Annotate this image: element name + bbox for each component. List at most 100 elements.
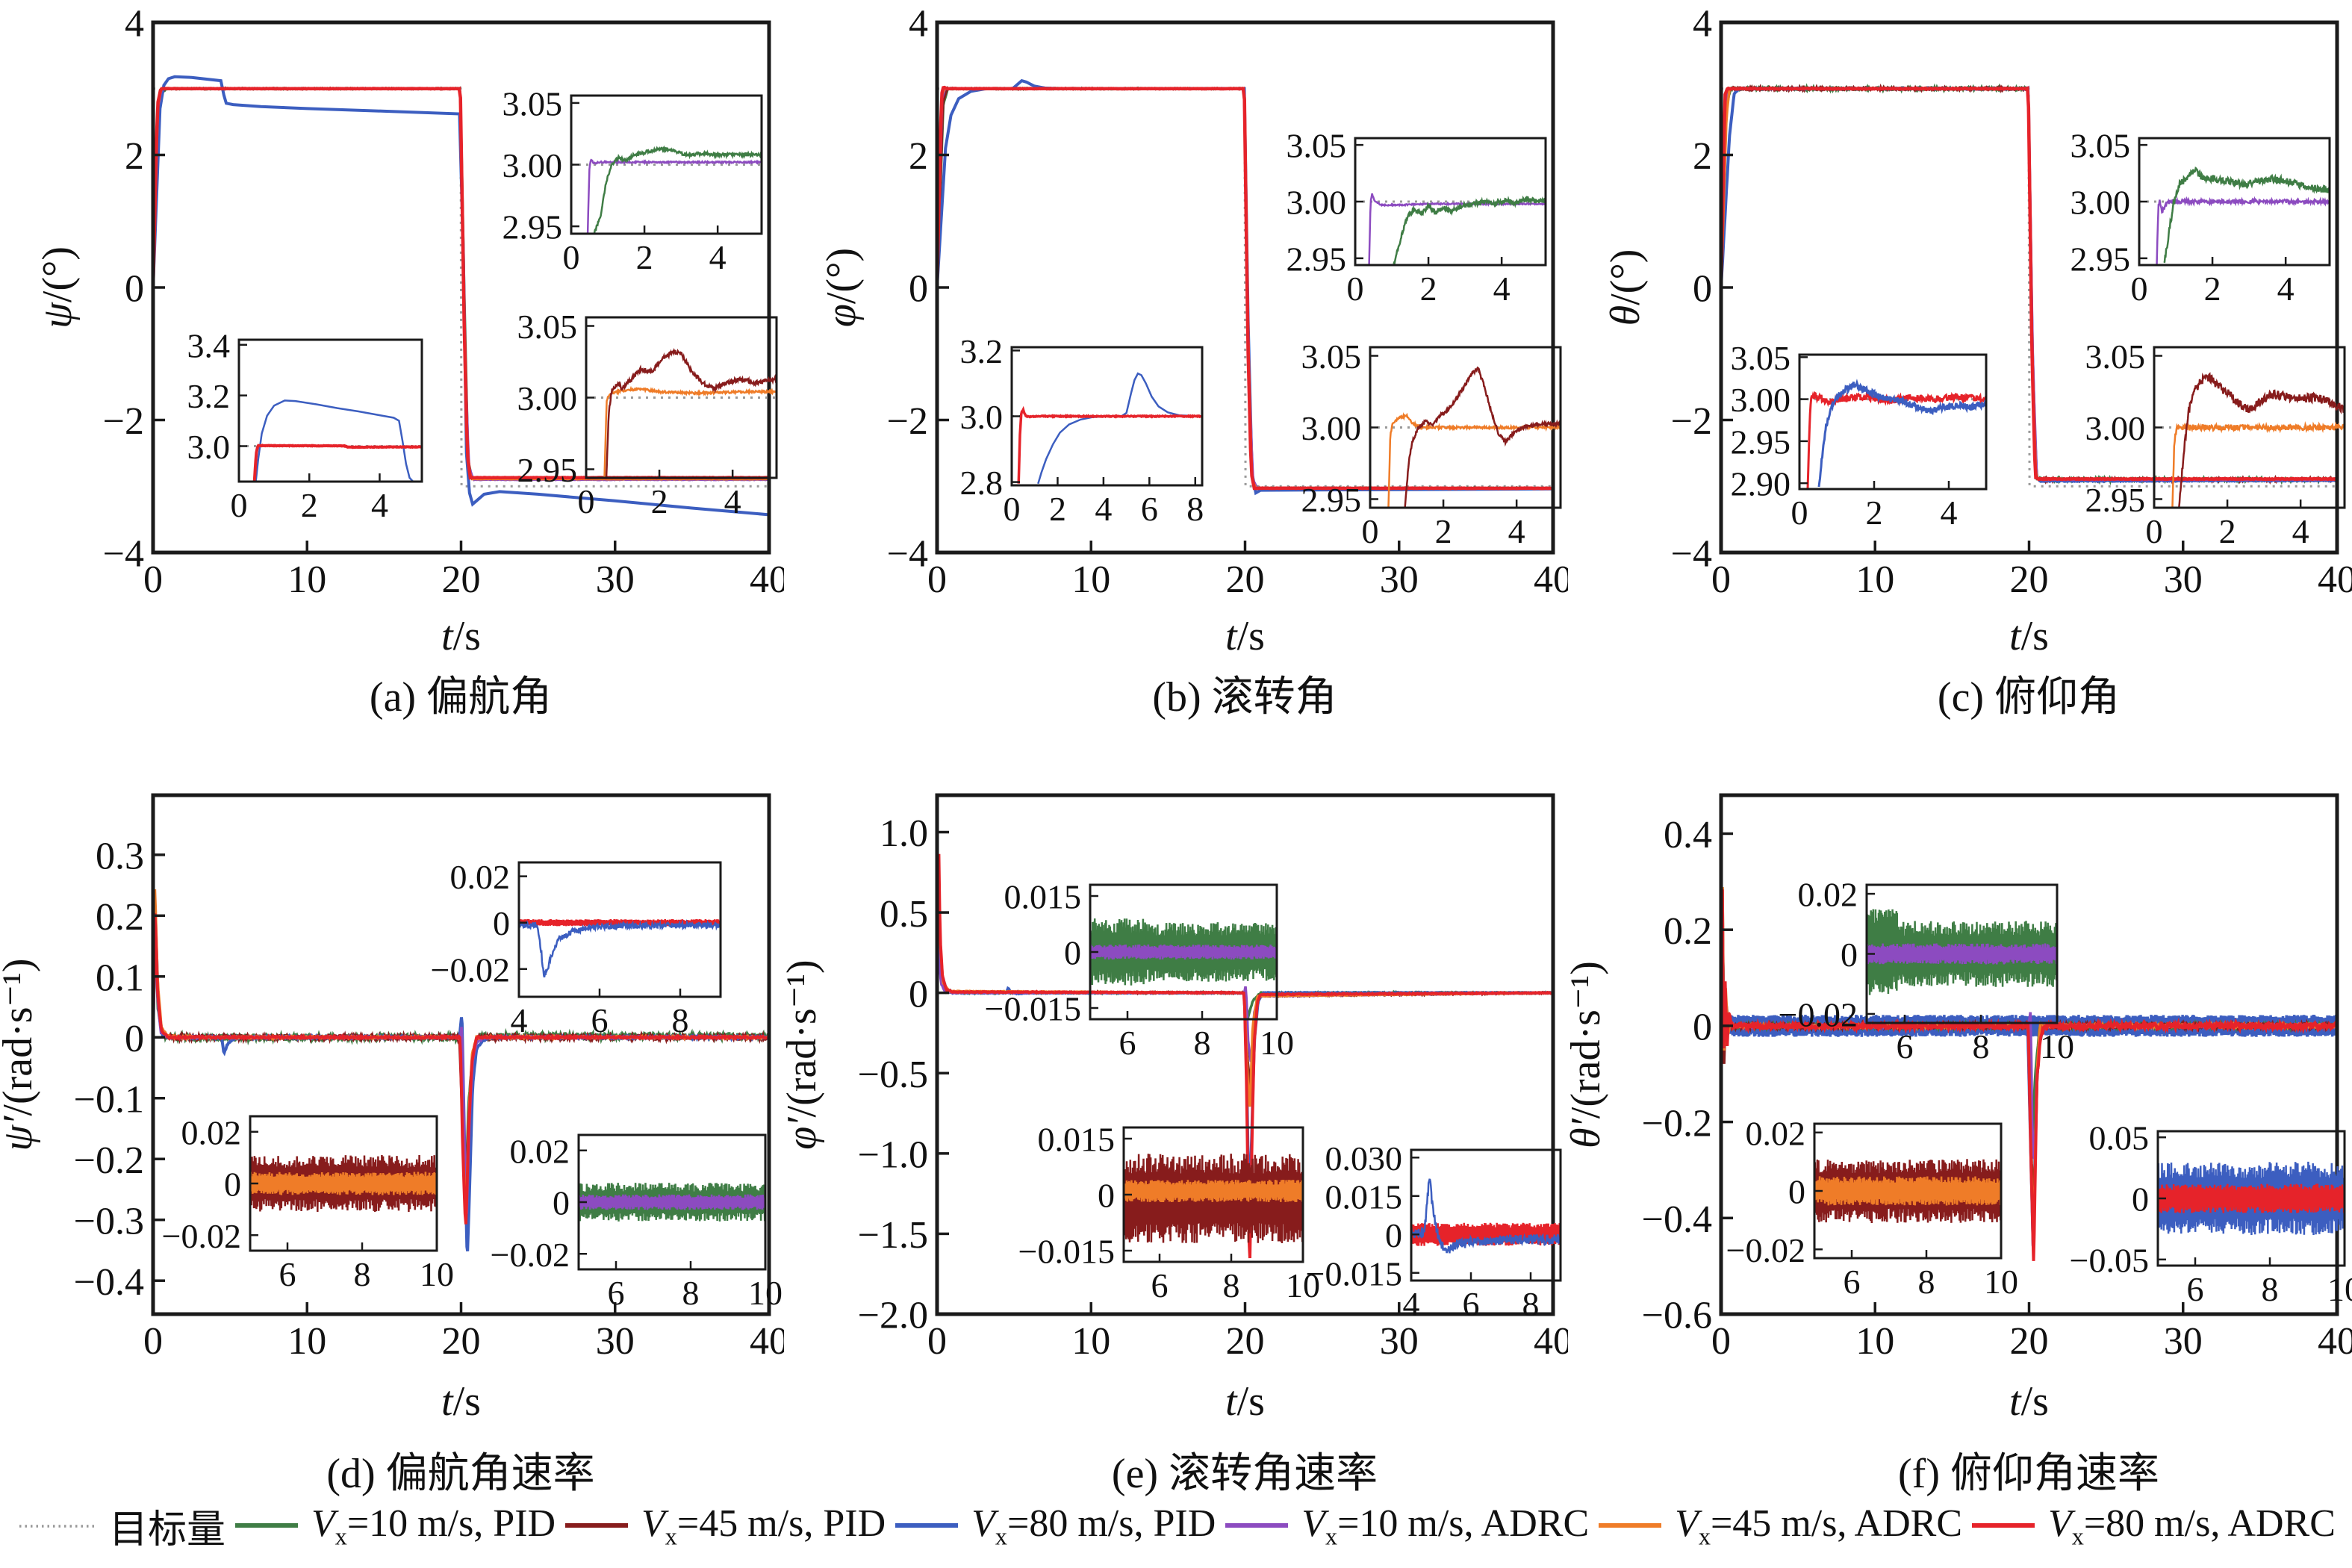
line-swatch-blue xyxy=(895,1523,959,1528)
svg-text:30: 30 xyxy=(2164,1320,2203,1363)
svg-text:6: 6 xyxy=(1844,1263,1861,1301)
axis-tick-labels: 0.30.20.10−0.1−0.2−0.3−0.40 10 20 30 40 xyxy=(74,836,784,1363)
series-purple xyxy=(2156,196,2330,265)
axis-ticks xyxy=(1720,21,2339,554)
y-axis-label: φ′/(rad·s⁻¹) xyxy=(784,959,825,1149)
svg-text:0: 0 xyxy=(2132,1180,2149,1219)
x-axis-label: t/s xyxy=(1225,613,1265,659)
svg-text:8: 8 xyxy=(682,1274,700,1312)
svg-text:−0.02: −0.02 xyxy=(1779,995,1858,1033)
svg-text:3.05: 3.05 xyxy=(2085,337,2146,376)
axis-ticks xyxy=(1354,143,1503,265)
caption-a: (a) 偏航角 xyxy=(369,674,553,721)
svg-text:0.015: 0.015 xyxy=(1004,878,1082,916)
svg-text:3.05: 3.05 xyxy=(503,84,563,122)
svg-text:−2.0: −2.0 xyxy=(858,1295,928,1337)
svg-text:0: 0 xyxy=(927,559,947,601)
line-swatch-orange xyxy=(1599,1523,1662,1528)
axis-tick-labels: 3.05 3.00 2.950 2 4 xyxy=(517,308,741,520)
svg-text:2: 2 xyxy=(651,482,668,520)
svg-text:−0.05: −0.05 xyxy=(2070,1241,2149,1279)
legend-label: Vx=80 m/s, ADRC xyxy=(2047,1502,2336,1550)
svg-text:0: 0 xyxy=(143,1320,163,1363)
svg-text:1.0: 1.0 xyxy=(880,812,928,855)
axis-tick-labels: 3.05 3.00 2.95 2.900 2 4 xyxy=(1731,339,1958,532)
svg-text:3.05: 3.05 xyxy=(1731,339,1791,377)
legend-label: Vx=45 m/s, PID xyxy=(641,1502,886,1550)
series-orange xyxy=(1387,412,1561,508)
series-red xyxy=(1721,86,2337,482)
svg-text:6: 6 xyxy=(591,1001,609,1039)
legend-label: Vx=10 m/s, PID xyxy=(311,1502,556,1550)
svg-text:−0.5: −0.5 xyxy=(858,1054,928,1096)
axis-tick-labels: 3.2 3.0 2.80 2 4 6 8 xyxy=(960,332,1204,528)
plot-series xyxy=(250,1154,437,1213)
svg-text:6: 6 xyxy=(1119,1024,1136,1062)
svg-text:0: 0 xyxy=(563,238,580,276)
legend-item-darkred: Vx=45 m/s, PID xyxy=(562,1502,886,1550)
series-orange xyxy=(1124,1180,1303,1203)
axis-tick-labels: 0.015 0 −0.015 6 8 10 xyxy=(1018,1121,1320,1304)
svg-text:0: 0 xyxy=(578,482,595,520)
svg-text:0.05: 0.05 xyxy=(2089,1119,2150,1157)
legend-label: Vx=10 m/s, ADRC xyxy=(1301,1502,1590,1550)
svg-text:0: 0 xyxy=(909,268,928,311)
svg-text:0: 0 xyxy=(1004,490,1021,528)
svg-text:40: 40 xyxy=(1534,1320,1568,1363)
svg-text:10: 10 xyxy=(1855,559,1894,601)
legend-label: 目标量 xyxy=(109,1509,226,1552)
svg-text:6: 6 xyxy=(608,1274,625,1312)
svg-text:0: 0 xyxy=(143,559,163,601)
svg-text:0: 0 xyxy=(1098,1177,1115,1215)
svg-text:0.02: 0.02 xyxy=(450,858,511,896)
svg-text:2: 2 xyxy=(1435,512,1452,550)
plot-series xyxy=(579,1183,765,1222)
axis-ticks xyxy=(237,343,381,482)
caption-d: (d) 偏航角速率 xyxy=(326,1451,595,1497)
y-axis-label: ψ′/(rad·s⁻¹) xyxy=(0,958,41,1151)
svg-text:−0.6: −0.6 xyxy=(1642,1295,1712,1337)
x-axis-label: t/s xyxy=(441,1378,481,1425)
legend-item-purple: Vx=10 m/s, ADRC xyxy=(1222,1502,1589,1550)
series-blue xyxy=(1817,379,1986,488)
svg-text:3.2: 3.2 xyxy=(187,377,231,415)
series-green xyxy=(593,145,762,234)
svg-text:10: 10 xyxy=(420,1255,454,1293)
axis-tick-labels: 0.02 0 −0.02 6 8 10 xyxy=(162,1113,454,1293)
series-blue xyxy=(519,918,721,978)
series-orange xyxy=(603,385,777,478)
svg-text:6: 6 xyxy=(2187,1270,2204,1308)
axis-tick-labels: 0.05 0 −0.05 6 8 10 xyxy=(2070,1119,2352,1308)
plot-series xyxy=(2158,1161,2345,1236)
svg-text:0: 0 xyxy=(1711,559,1731,601)
series-red xyxy=(2158,1183,2345,1213)
svg-text:3.05: 3.05 xyxy=(517,308,578,346)
svg-text:10: 10 xyxy=(1071,1320,1110,1363)
axis-ticks xyxy=(152,21,771,554)
series-red xyxy=(937,853,1553,1259)
plot-series xyxy=(1721,887,2337,1261)
series-purple xyxy=(1867,943,2057,965)
svg-text:20: 20 xyxy=(1226,1320,1265,1363)
svg-text:4: 4 xyxy=(1693,3,1712,46)
plot-series xyxy=(1012,372,1202,485)
svg-text:0: 0 xyxy=(2131,270,2148,308)
svg-text:10: 10 xyxy=(1984,1263,2018,1301)
axis-tick-labels: 0.02 0 −0.02 6 8 10 xyxy=(1779,876,2074,1065)
svg-text:2.95: 2.95 xyxy=(1287,240,1347,278)
axis-ticks xyxy=(2153,355,2302,508)
svg-text:−0.02: −0.02 xyxy=(491,1236,570,1274)
axis-tick-labels: 0.02 0 −0.024 6 8 xyxy=(431,858,689,1039)
svg-text:8: 8 xyxy=(1186,490,1204,528)
axes-frame xyxy=(1798,353,1988,491)
svg-text:4: 4 xyxy=(1941,494,1958,532)
axis-tick-labels: 0.015 0 −0.015 6 8 10 xyxy=(985,878,1294,1062)
svg-text:3.4: 3.4 xyxy=(187,326,231,364)
svg-text:−0.2: −0.2 xyxy=(1642,1102,1712,1145)
axis-ticks xyxy=(1369,355,1518,508)
axis-ticks xyxy=(1410,1157,1532,1281)
axis-tick-labels: 420−2−40 10 20 30 40 xyxy=(1671,3,2352,601)
svg-text:0: 0 xyxy=(1841,936,1858,974)
axis-tick-labels: 420−2−40 10 20 30 40 xyxy=(103,3,784,601)
